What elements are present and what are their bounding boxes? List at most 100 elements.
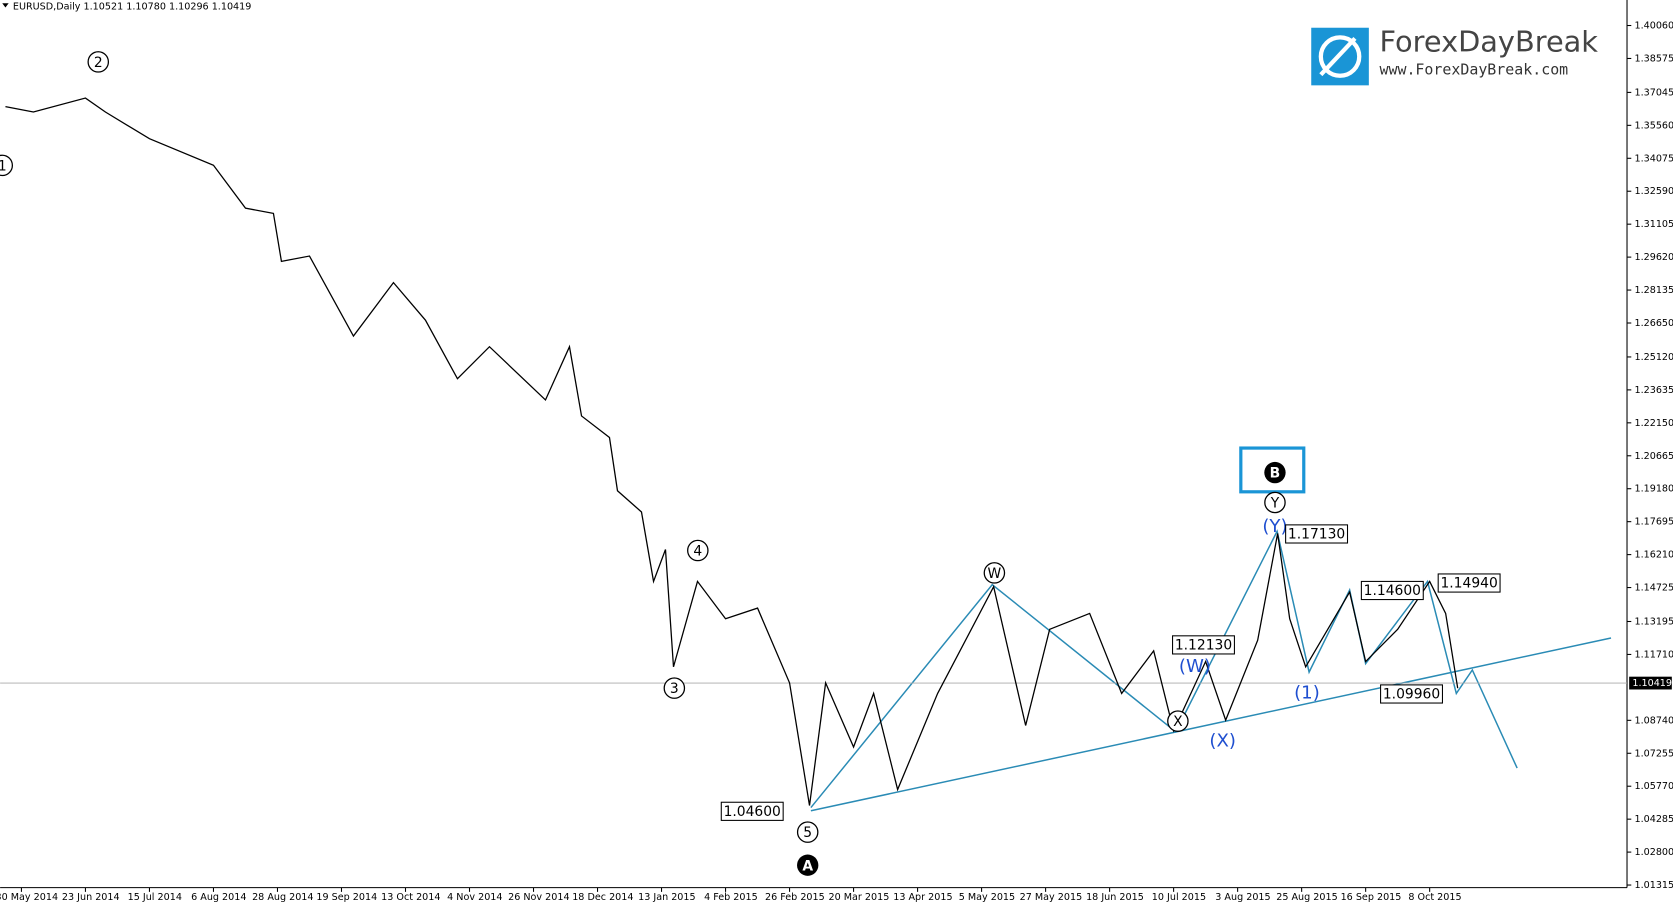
price-box-label: 1.14600 [1364, 583, 1421, 599]
wave-circle [0, 154, 14, 177]
wave-label: B [1270, 466, 1281, 482]
price-box [1380, 684, 1443, 704]
price-box [1437, 573, 1501, 593]
y-tick-label: 1.26650 [1634, 318, 1673, 329]
x-tick-label: 26 Nov 2014 [508, 892, 569, 903]
y-tick-label: 1.17695 [1634, 517, 1673, 528]
y-tick-label: 1.19180 [1634, 484, 1673, 495]
price-box [1172, 635, 1235, 655]
price-box-label: 1.09960 [1383, 687, 1440, 703]
y-tick-label: 1.13195 [1634, 616, 1673, 627]
price-line [5, 97, 1459, 806]
price-box-label: 1.04600 [724, 804, 781, 820]
wave-label: X [1173, 714, 1183, 730]
logo-ring [1318, 35, 1362, 78]
x-tick-label: 13 Jan 2015 [638, 892, 696, 903]
y-tick-label: 1.40060 [1634, 21, 1673, 32]
wave-label: W [988, 566, 1002, 582]
menu-arrow [2, 3, 9, 8]
wave-label: 4 [693, 544, 702, 560]
b-box [1239, 446, 1306, 494]
x-tick-label: 4 Feb 2015 [704, 892, 758, 903]
wave-label: Y [1270, 496, 1280, 512]
x-tick-label: 28 Aug 2014 [252, 892, 313, 903]
logo-url: www.ForexDayBreak.com [1380, 60, 1569, 78]
price-box-label: 1.12130 [1175, 637, 1232, 653]
x-tick-label: 3 Aug 2015 [1215, 892, 1270, 903]
wave-circle [87, 51, 110, 73]
y-tick-label: 1.16210 [1634, 550, 1673, 561]
wave-circle [796, 821, 819, 843]
y-tick-label: 1.29620 [1634, 252, 1673, 263]
y-tick-label: 1.11710 [1634, 649, 1673, 660]
x-tick-label: 13 Oct 2014 [381, 892, 440, 903]
y-tick-label: 1.07255 [1634, 748, 1673, 759]
y-tick-label: 1.05770 [1634, 781, 1673, 792]
y-tick-label: 1.31105 [1634, 219, 1673, 230]
x-tick-label: 20 Mar 2015 [828, 892, 889, 903]
wave-circle [663, 677, 686, 699]
wave-label: 1 [0, 158, 7, 174]
x-tick-label: 15 Jul 2014 [128, 892, 182, 903]
price-box-label: 1.17130 [1288, 526, 1345, 542]
x-tick-label: 25 Aug 2015 [1276, 892, 1337, 903]
wave-circle [1167, 710, 1189, 732]
x-tick-label: 27 May 2015 [1020, 892, 1083, 903]
y-tick-label: 1.14725 [1634, 583, 1673, 594]
wave-label: 5 [803, 825, 812, 841]
wave-label: (1) [1294, 682, 1320, 703]
y-tick-label: 1.01315 [1634, 880, 1673, 891]
y-tick-label: 1.23635 [1634, 385, 1673, 396]
wave-label: 3 [670, 681, 679, 697]
wave-circle [1264, 491, 1286, 514]
y-tick-label: 1.34075 [1634, 153, 1673, 164]
x-tick-label: 4 Nov 2014 [447, 892, 502, 903]
x-tick-label: 6 Aug 2014 [191, 892, 246, 903]
logo-slash [1319, 36, 1357, 77]
price-box [1285, 524, 1349, 544]
y-tick-label: 1.08740 [1634, 715, 1673, 726]
x-tick-label: 8 Oct 2015 [1408, 892, 1461, 903]
y-tick-label: 1.37045 [1634, 87, 1673, 98]
x-tick-label: 18 Dec 2014 [572, 892, 633, 903]
price-box-label: 1.14940 [1440, 576, 1497, 592]
support-line [810, 637, 1612, 812]
wave-circle [983, 562, 1006, 584]
wave-circle-filled [1264, 461, 1286, 484]
wave-label: A [802, 858, 813, 874]
y-tick-label: 1.38575 [1634, 53, 1673, 64]
y-tick-label: 1.20665 [1634, 451, 1673, 462]
wave-label: (W) [1179, 656, 1211, 677]
price-box [1360, 580, 1424, 601]
x-tick-label: 16 Sep 2015 [1341, 892, 1402, 903]
y-tick-label: 1.22150 [1634, 418, 1673, 429]
wave-label: (X) [1209, 730, 1236, 751]
current-price-label: 1.10419 [1632, 678, 1672, 689]
y-tick-label: 1.04285 [1634, 814, 1673, 825]
x-tick-label: 5 May 2015 [959, 892, 1015, 903]
price-box [720, 801, 784, 821]
current-price-tag [1629, 676, 1672, 690]
logo-title: ForexDayBreak [1380, 25, 1599, 59]
y-tick-label: 1.28135 [1634, 285, 1673, 296]
wave-circle [687, 539, 709, 562]
chart-title: EURUSD,Daily 1.10521 1.10780 1.10296 1.1… [13, 1, 251, 12]
x-tick-label: 13 Apr 2015 [893, 892, 952, 903]
wave-label: (Y) [1262, 516, 1287, 537]
y-tick-label: 1.32590 [1634, 186, 1673, 197]
x-tick-label: 18 Jun 2015 [1086, 892, 1144, 903]
wave-label: 2 [94, 55, 103, 71]
y-tick-label: 1.02800 [1634, 847, 1673, 858]
logo: ForexDayBreak www.ForexDayBreak.com [1311, 25, 1598, 86]
x-tick-label: 23 Jun 2014 [62, 892, 120, 903]
y-tick-label: 1.35560 [1634, 120, 1673, 131]
y-tick-label: 1.25120 [1634, 352, 1673, 363]
x-tick-label: 10 Jul 2015 [1152, 892, 1206, 903]
x-tick-label: 19 Sep 2014 [316, 892, 377, 903]
x-tick-label: 30 May 2014 [0, 892, 58, 903]
x-tick-label: 26 Feb 2015 [765, 892, 825, 903]
wave-circle-filled [797, 854, 819, 876]
